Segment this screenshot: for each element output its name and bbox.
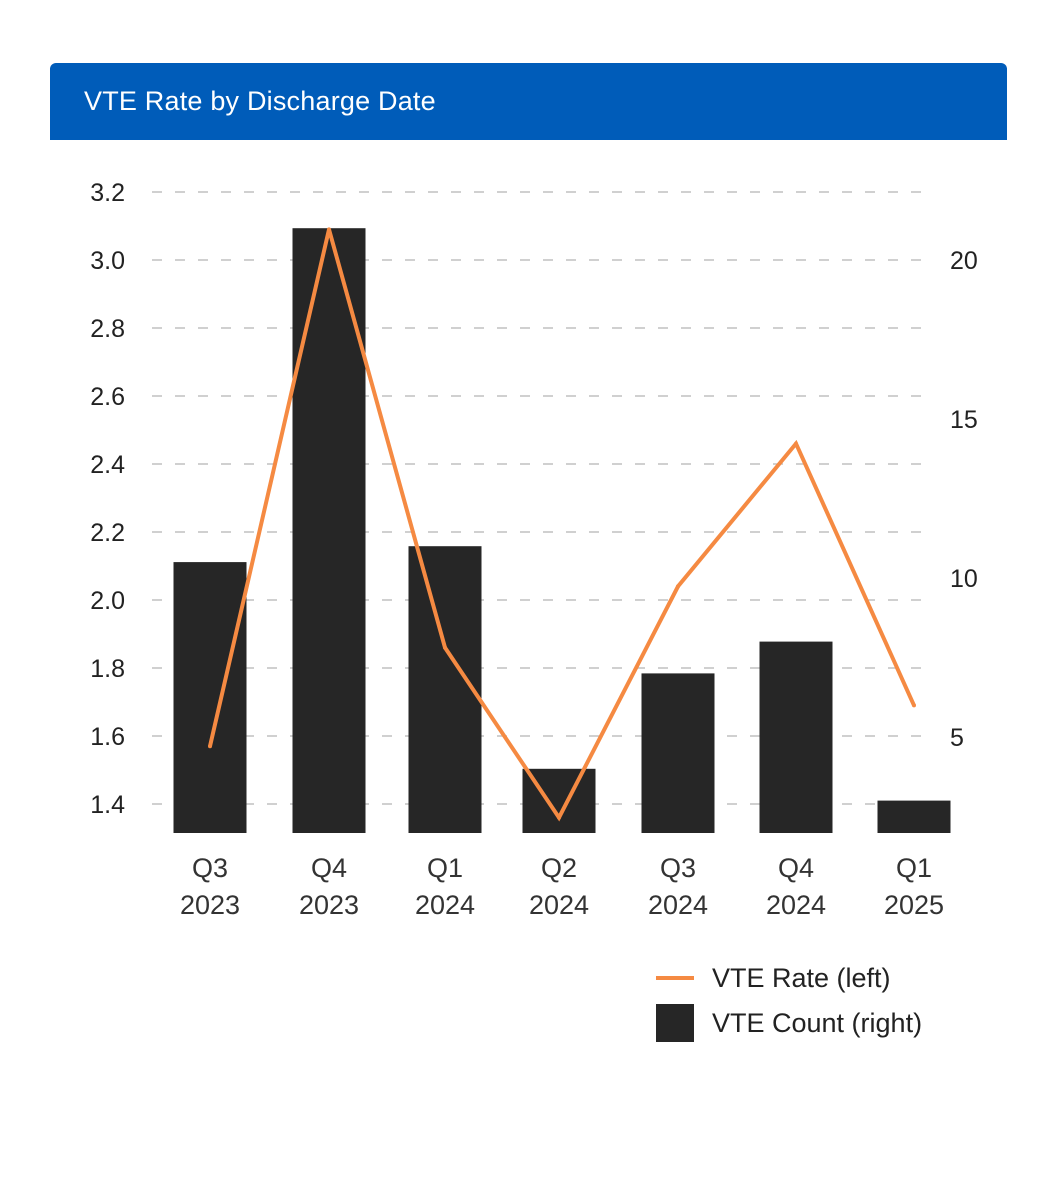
left-tick-label: 1.6 bbox=[90, 723, 125, 751]
rate-point bbox=[208, 744, 212, 749]
left-axis: 3.2 3.0 2.8 2.6 2.4 2.2 2.0 1.8 1.6 1.4 bbox=[90, 179, 125, 819]
left-tick-label: 2.8 bbox=[90, 315, 125, 343]
x-tick-year: 2023 bbox=[299, 890, 359, 920]
box-swatch-icon bbox=[656, 1004, 694, 1042]
count-bar bbox=[173, 562, 247, 833]
count-bar bbox=[641, 673, 715, 833]
rate-point bbox=[443, 645, 447, 650]
count-bar bbox=[759, 641, 833, 833]
x-tick-year: 2023 bbox=[180, 890, 240, 920]
right-tick-label: 20 bbox=[950, 247, 978, 275]
rate-point bbox=[327, 227, 331, 232]
count-bars bbox=[173, 228, 951, 833]
x-tick-year: 2024 bbox=[415, 890, 475, 920]
x-tick-quarter: Q2 bbox=[541, 853, 577, 883]
legend-label: VTE Rate (left) bbox=[712, 962, 891, 993]
x-tick-quarter: Q3 bbox=[192, 853, 228, 883]
x-tick-year: 2024 bbox=[529, 890, 589, 920]
x-tick-year: 2025 bbox=[884, 890, 944, 920]
count-bar bbox=[408, 546, 482, 833]
x-tick-quarter: Q4 bbox=[778, 853, 814, 883]
right-tick-label: 10 bbox=[950, 565, 978, 593]
count-bar bbox=[877, 800, 951, 833]
left-tick-label: 1.4 bbox=[90, 791, 125, 819]
chart-title: VTE Rate by Discharge Date bbox=[84, 86, 436, 116]
rate-point bbox=[794, 441, 798, 446]
left-tick-label: 3.0 bbox=[90, 247, 125, 275]
x-tick-year: 2024 bbox=[766, 890, 826, 920]
legend-item-rate: VTE Rate (left) bbox=[656, 958, 986, 998]
x-tick-quarter: Q4 bbox=[311, 853, 347, 883]
left-tick-label: 3.2 bbox=[90, 179, 125, 207]
x-tick-quarter: Q3 bbox=[660, 853, 696, 883]
legend-item-count: VTE Count (right) bbox=[656, 1003, 986, 1043]
left-tick-label: 2.6 bbox=[90, 383, 125, 411]
line-swatch-icon bbox=[656, 976, 694, 980]
chart-header: VTE Rate by Discharge Date bbox=[50, 63, 1007, 140]
left-tick-label: 2.2 bbox=[90, 519, 125, 547]
legend: VTE Rate (left) VTE Count (right) bbox=[656, 958, 986, 1048]
rate-point bbox=[557, 815, 561, 820]
right-tick-label: 15 bbox=[950, 406, 978, 434]
rate-point bbox=[676, 584, 680, 589]
left-tick-label: 1.8 bbox=[90, 655, 125, 683]
x-axis: Q3 2023 Q4 2023 Q1 2024 Q2 2024 Q3 2024 Q4 2024 Q1 20… bbox=[180, 853, 944, 920]
rate-point bbox=[912, 703, 916, 708]
left-tick-label: 2.4 bbox=[90, 451, 125, 479]
legend-label: VTE Count (right) bbox=[712, 1007, 923, 1038]
rate-line bbox=[208, 227, 916, 822]
x-tick-quarter: Q1 bbox=[896, 853, 932, 883]
right-axis: 20 15 10 5 bbox=[950, 247, 978, 752]
right-tick-label: 5 bbox=[950, 724, 964, 752]
x-tick-quarter: Q1 bbox=[427, 853, 463, 883]
left-tick-label: 2.0 bbox=[90, 587, 125, 615]
x-tick-year: 2024 bbox=[648, 890, 708, 920]
